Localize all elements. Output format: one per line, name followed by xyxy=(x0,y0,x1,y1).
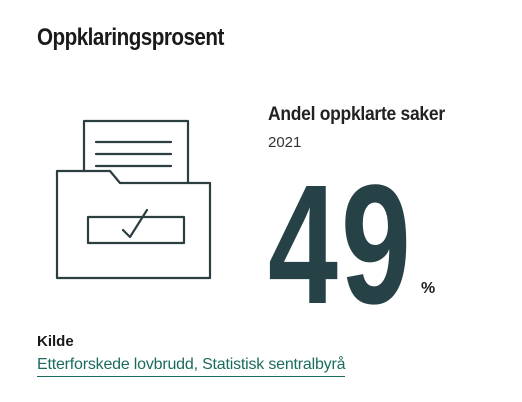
folder-document-checkbox-icon xyxy=(55,119,212,280)
source-link[interactable]: Etterforskede lovbrudd, Statistisk sentr… xyxy=(37,356,345,377)
statistic-label: Andel oppklarte saker xyxy=(268,104,445,125)
page-title: Oppklaringsprosent xyxy=(37,24,224,51)
statistic-year: 2021 xyxy=(268,134,302,151)
statistic-value: 49 xyxy=(268,150,414,340)
source-heading: Kilde xyxy=(37,333,74,350)
statistic-unit: % xyxy=(421,280,436,297)
